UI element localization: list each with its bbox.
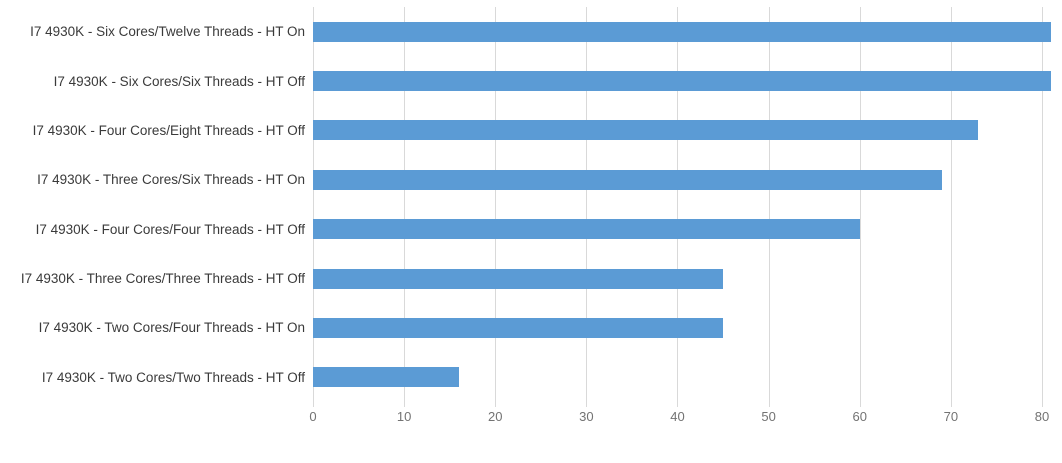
x-tick-label: 10 [396,409,412,424]
category-label: I7 4930K - Three Cores/Three Threads - H… [20,271,305,287]
bar [313,120,979,141]
bar-row [313,56,1062,105]
category-axis: I7 4930K - Six Cores/Twelve Threads - HT… [0,7,305,402]
category-label: I7 4930K - Two Cores/Two Threads - HT Of… [41,369,305,385]
gridline-30 [586,7,588,407]
gridline-20 [495,7,497,407]
gridline-60 [859,7,861,407]
x-tick-label: 70 [943,409,959,424]
bar-row [313,7,1062,56]
gridline-50 [768,7,770,407]
x-tick-label: 20 [488,409,503,424]
category-label: I7 4930K - Four Cores/Eight Threads - HT… [32,122,305,138]
x-axis: 0 10 20 30 40 50 60 70 80 [309,409,1062,429]
category-label: I7 4930K - Six Cores/Six Threads - HT Of… [53,73,305,89]
category-label: I7 4930K - Four Cores/Four Threads - HT … [35,221,305,237]
bar-row [313,353,1062,402]
bar-row [313,205,1062,254]
bar [313,367,459,388]
bar [313,219,860,240]
gridline-0 [313,7,314,407]
category-label: I7 4930K - Three Cores/Six Threads - HT … [37,172,305,188]
gridline-70 [950,7,952,407]
x-tick-label: 80 [1034,409,1050,424]
bar-row [313,254,1062,303]
bar-row [313,303,1062,352]
bar [313,169,942,190]
category-label: I7 4930K - Two Cores/Four Threads - HT O… [38,320,305,336]
gridline-40 [677,7,679,407]
x-tick-label: 50 [761,409,776,424]
bar [313,21,1052,42]
gridline-10 [404,7,406,407]
x-tick-label: 0 [309,409,317,424]
bar-rows [313,7,1062,402]
gridline-80 [1041,7,1043,407]
x-tick-label: 60 [852,409,867,424]
x-tick-label: 30 [579,409,594,424]
bar-row [313,155,1062,204]
bar [313,317,724,338]
bar [313,71,1052,92]
bar-row [313,106,1062,155]
x-tick-label: 40 [670,409,685,424]
plot-area [313,7,1062,407]
category-label: I7 4930K - Six Cores/Twelve Threads - HT… [30,24,305,40]
bar [313,268,724,289]
